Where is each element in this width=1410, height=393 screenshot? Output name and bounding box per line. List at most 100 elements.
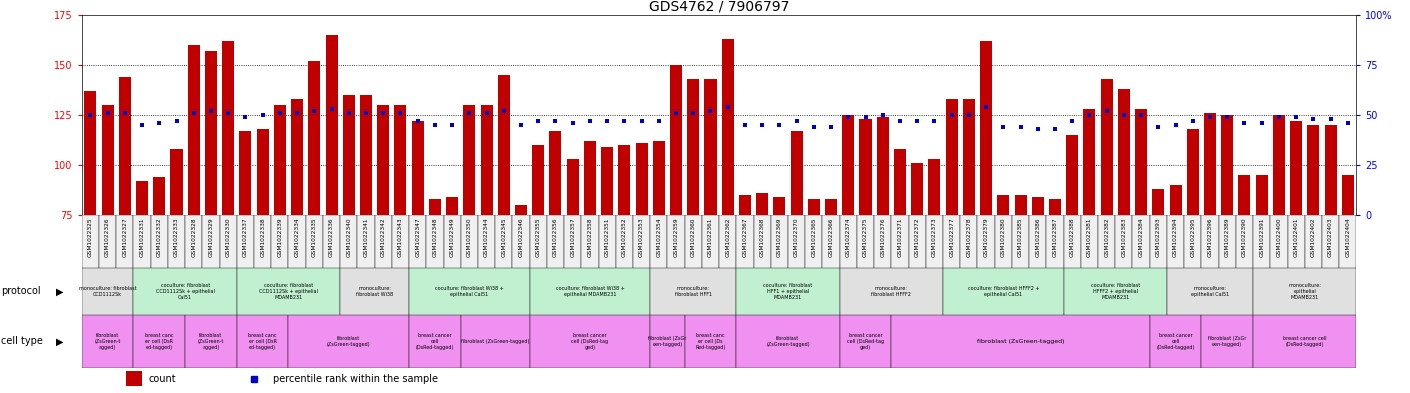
Bar xyxy=(498,75,510,215)
Bar xyxy=(254,215,271,268)
Bar xyxy=(825,199,838,215)
Point xyxy=(802,124,825,130)
Bar xyxy=(616,215,633,268)
Bar xyxy=(943,268,1063,315)
Bar xyxy=(736,315,840,368)
Bar xyxy=(188,45,200,215)
Text: GSM1022331: GSM1022331 xyxy=(140,218,145,257)
Bar xyxy=(771,215,788,268)
Text: GSM1022350: GSM1022350 xyxy=(467,218,472,257)
Bar xyxy=(446,197,458,215)
Bar xyxy=(1169,185,1182,215)
Bar xyxy=(753,215,771,268)
Bar xyxy=(481,105,492,215)
Bar xyxy=(240,131,251,215)
Text: breast cancer
cell
(DsRed-tagged): breast cancer cell (DsRed-tagged) xyxy=(1156,333,1194,350)
Text: GSM1022386: GSM1022386 xyxy=(1035,218,1041,257)
Bar xyxy=(102,105,114,215)
Bar xyxy=(326,35,337,215)
Bar xyxy=(1273,115,1285,215)
Bar xyxy=(1184,215,1201,268)
Point xyxy=(441,122,464,128)
Text: GSM1022341: GSM1022341 xyxy=(364,218,368,257)
Bar xyxy=(1032,197,1043,215)
Bar xyxy=(1342,175,1354,215)
Point xyxy=(372,110,395,116)
Bar xyxy=(670,65,682,215)
Bar xyxy=(1253,268,1356,315)
Bar xyxy=(429,199,441,215)
Bar xyxy=(1256,175,1268,215)
Text: GSM1022326: GSM1022326 xyxy=(106,218,110,257)
Point xyxy=(458,110,481,116)
Text: GSM1022347: GSM1022347 xyxy=(415,218,420,257)
Text: coculture: fibroblast
HFF1 + epithelial
MDAMB231: coculture: fibroblast HFF1 + epithelial … xyxy=(763,283,812,300)
Point xyxy=(924,118,946,124)
Bar xyxy=(274,105,286,215)
Bar xyxy=(237,268,340,315)
Bar xyxy=(257,129,269,215)
Bar xyxy=(1167,215,1184,268)
Bar xyxy=(791,131,802,215)
Point xyxy=(596,118,619,124)
Text: GSM1022402: GSM1022402 xyxy=(1311,218,1316,257)
Bar xyxy=(653,141,666,215)
Text: fibroblast (ZsGr
een-tagged): fibroblast (ZsGr een-tagged) xyxy=(649,336,687,347)
Bar xyxy=(963,99,974,215)
Text: coculture: fibroblast Wi38 +
epithelial Cal51: coculture: fibroblast Wi38 + epithelial … xyxy=(434,286,503,297)
Bar xyxy=(1287,215,1304,268)
Bar xyxy=(340,268,409,315)
Bar xyxy=(822,215,840,268)
Point xyxy=(578,118,601,124)
Point xyxy=(1026,126,1049,132)
Point xyxy=(1234,120,1256,126)
Bar xyxy=(736,215,753,268)
Text: GSM1022328: GSM1022328 xyxy=(192,218,196,257)
Text: breast cancer
cell (DsRed-tag
ged): breast cancer cell (DsRed-tag ged) xyxy=(571,333,609,350)
Bar xyxy=(171,149,182,215)
Bar xyxy=(567,159,578,215)
Bar xyxy=(118,77,131,215)
Text: GSM1022387: GSM1022387 xyxy=(1052,218,1058,257)
Point xyxy=(974,104,997,110)
Bar xyxy=(564,215,581,268)
Text: GSM1022356: GSM1022356 xyxy=(553,218,558,257)
Text: GSM1022366: GSM1022366 xyxy=(829,218,833,257)
Text: GSM1022391: GSM1022391 xyxy=(1259,218,1265,257)
Bar xyxy=(1235,215,1253,268)
Point xyxy=(682,110,705,116)
Point xyxy=(1215,114,1238,120)
Point xyxy=(1198,114,1221,120)
Text: GSM1022335: GSM1022335 xyxy=(312,218,317,257)
Bar xyxy=(290,99,303,215)
Bar xyxy=(343,95,355,215)
Bar xyxy=(478,215,495,268)
Bar xyxy=(685,215,702,268)
Text: GSM1022337: GSM1022337 xyxy=(243,218,248,257)
Text: GSM1022388: GSM1022388 xyxy=(1070,218,1074,257)
Bar xyxy=(1340,215,1356,268)
Point xyxy=(1301,116,1324,122)
Point xyxy=(561,120,584,126)
Point xyxy=(165,118,188,124)
Point xyxy=(752,122,774,128)
Text: GSM1022330: GSM1022330 xyxy=(226,218,231,257)
Text: GSM1022342: GSM1022342 xyxy=(381,218,386,257)
Text: GSM1022377: GSM1022377 xyxy=(949,218,955,257)
Text: GSM1022344: GSM1022344 xyxy=(484,218,489,257)
Bar xyxy=(980,41,993,215)
Text: fibroblast
(ZsGreen-t
agged): fibroblast (ZsGreen-t agged) xyxy=(197,333,224,350)
Bar xyxy=(1290,121,1303,215)
Bar xyxy=(650,268,736,315)
Point xyxy=(993,124,1015,130)
Bar xyxy=(1187,129,1198,215)
Bar xyxy=(840,315,891,368)
Point xyxy=(114,110,137,116)
Bar xyxy=(894,149,907,215)
Bar xyxy=(619,145,630,215)
Bar xyxy=(687,79,699,215)
Text: GSM1022394: GSM1022394 xyxy=(1173,218,1179,257)
Bar xyxy=(705,79,716,215)
Text: GSM1022332: GSM1022332 xyxy=(157,218,162,257)
Point xyxy=(854,114,877,120)
